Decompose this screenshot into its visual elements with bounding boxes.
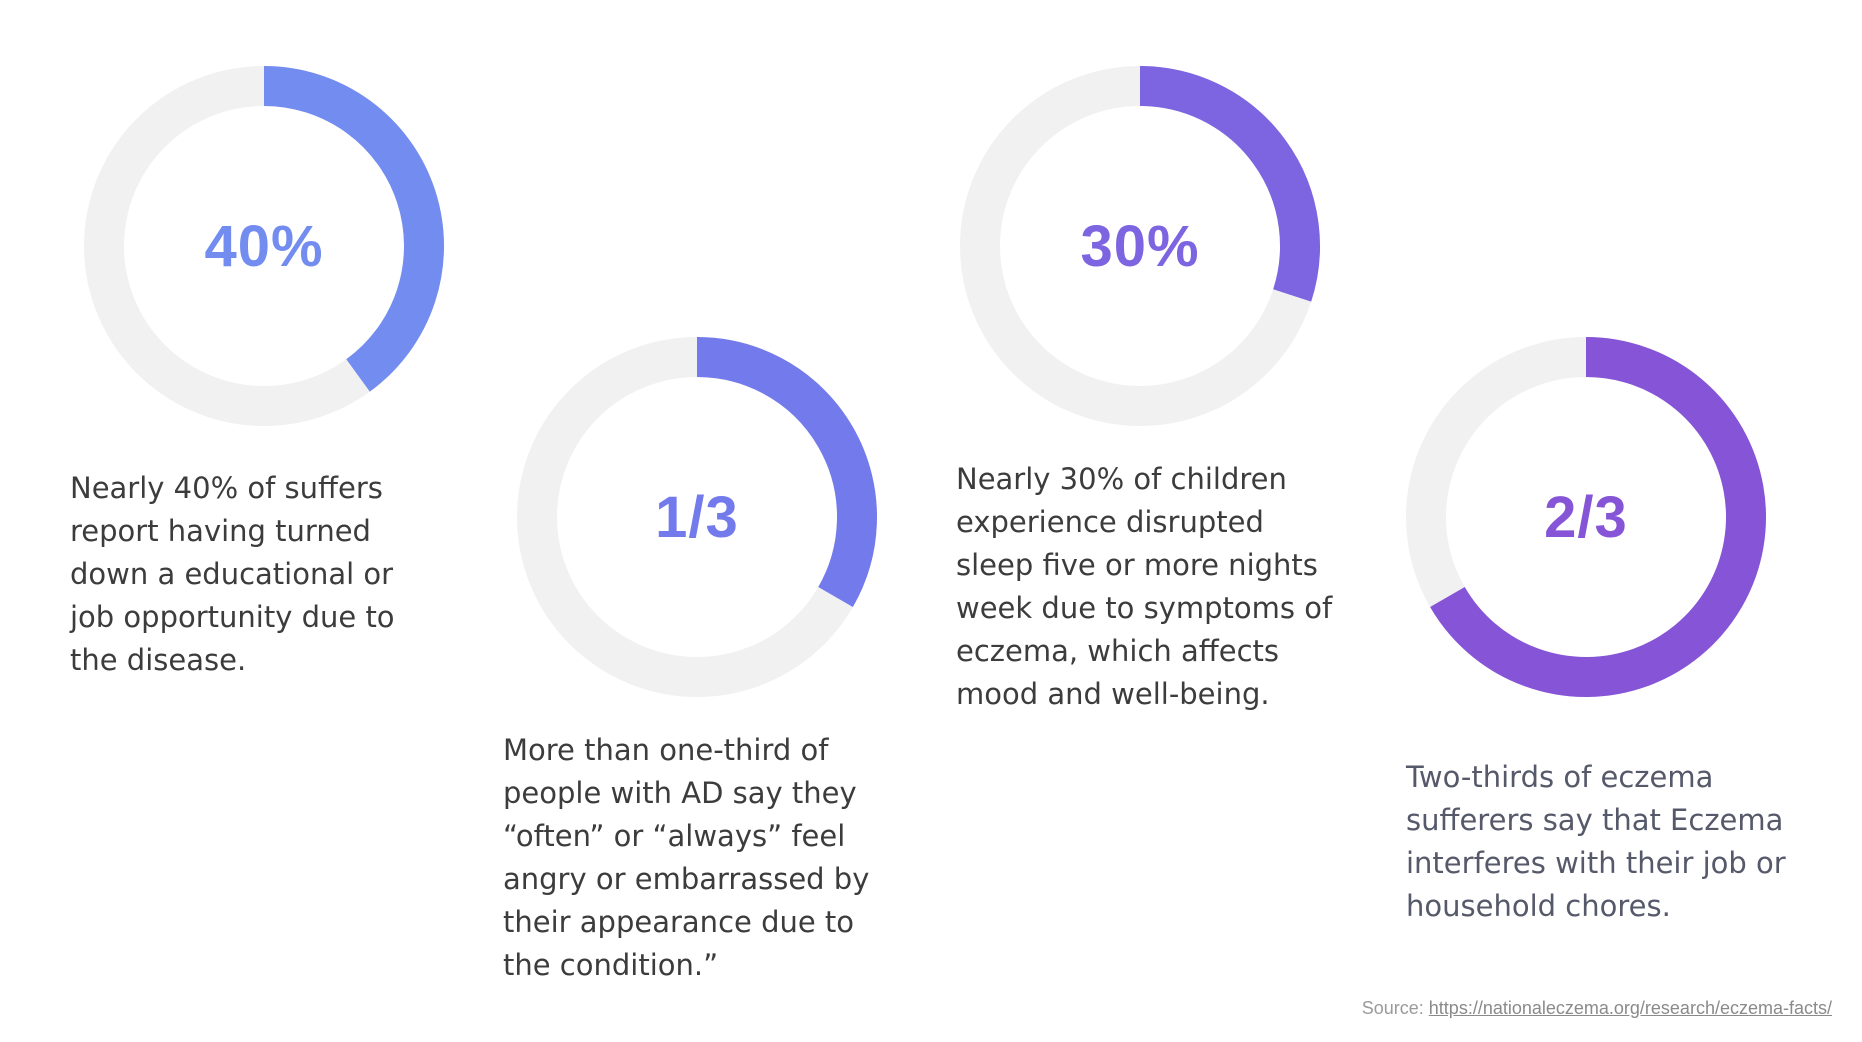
- source-citation: Source: https://nationaleczema.org/resea…: [1362, 998, 1832, 1019]
- donut-svg: [84, 66, 444, 426]
- donut-chart-one-third: 1/3: [517, 337, 877, 697]
- caption-30-percent: Nearly 30% of children experience disrup…: [956, 462, 1333, 711]
- donut-value-label: 30%: [1080, 213, 1200, 279]
- caption-40-percent: Nearly 40% of suffers report having turn…: [70, 471, 395, 677]
- donut-svg: [1406, 337, 1766, 697]
- donut-value-label: 40%: [204, 213, 324, 279]
- donut-value-arc: [696, 337, 877, 607]
- donut-value-arc: [263, 66, 444, 392]
- donut-value-label: 1/3: [655, 484, 739, 550]
- caption-one-third: More than one-third of people with AD sa…: [503, 733, 870, 982]
- donut-chart-40-percent: 40%: [84, 66, 444, 426]
- caption-two-thirds: Two-thirds of eczema sufferers say that …: [1406, 760, 1786, 923]
- donut-svg: [960, 66, 1320, 426]
- donut-value-arc: [1139, 66, 1320, 302]
- donut-chart-two-thirds: 2/3: [1406, 337, 1766, 697]
- donut-chart-30-percent: 30%: [960, 66, 1320, 426]
- donut-value-label: 2/3: [1544, 484, 1628, 550]
- donut-svg: [517, 337, 877, 697]
- donut-value-arc: [1430, 337, 1766, 697]
- source-label: Source:: [1361, 998, 1429, 1018]
- source-link[interactable]: https://nationaleczema.org/research/ecze…: [1428, 998, 1832, 1018]
